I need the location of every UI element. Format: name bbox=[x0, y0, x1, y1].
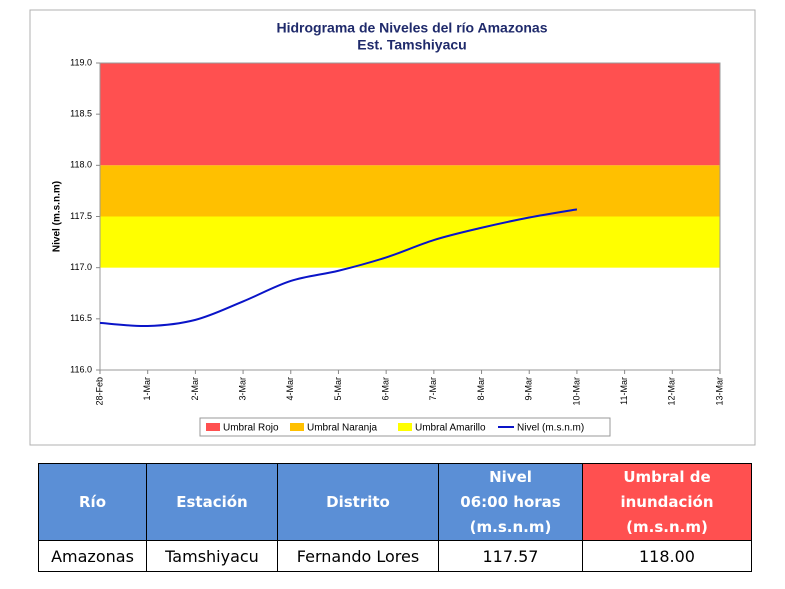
chart-title: Est. Tamshiyacu bbox=[357, 37, 466, 53]
threshold-band bbox=[100, 165, 720, 217]
data-cell: Tamshiyacu bbox=[146, 540, 278, 572]
data-cell: 118.00 bbox=[582, 540, 752, 572]
header-text: Estación bbox=[176, 492, 248, 511]
data-cell: Amazonas bbox=[38, 540, 147, 572]
header-cell: Nivel 06:00 horas (m.s.n.m) bbox=[438, 463, 583, 541]
header-cell: Río bbox=[38, 463, 147, 541]
summary-table: Río Estación Distrito Nivel 06:00 horas (m.s.… bbox=[38, 463, 752, 572]
header-cell: Estación bbox=[146, 463, 278, 541]
data-cell: Fernando Lores bbox=[277, 540, 439, 572]
chart-title: Hidrograma de Niveles del río Amazonas bbox=[276, 20, 547, 36]
legend-label: Umbral Naranja bbox=[307, 423, 377, 434]
data-cell: 117.57 bbox=[438, 540, 583, 572]
threshold-band bbox=[100, 63, 720, 166]
x-tick-label: 28-Feb bbox=[94, 377, 104, 406]
legend-swatch bbox=[398, 423, 412, 431]
y-tick-label: 118.5 bbox=[70, 109, 92, 119]
x-tick-label: 1-Mar bbox=[142, 377, 152, 401]
y-tick-label: 118.0 bbox=[70, 160, 92, 170]
x-tick-label: 4-Mar bbox=[285, 377, 295, 401]
legend-label: Nivel (m.s.n.m) bbox=[517, 423, 584, 434]
x-tick-label: 2-Mar bbox=[190, 377, 200, 401]
legend-swatch bbox=[206, 423, 220, 431]
header-text: inundación bbox=[620, 492, 714, 511]
x-tick-label: 7-Mar bbox=[428, 377, 438, 401]
header-cell: Distrito bbox=[277, 463, 439, 541]
header-row: Río Estación Distrito Nivel 06:00 horas (m.s.… bbox=[38, 463, 752, 541]
y-tick-label: 116.5 bbox=[70, 313, 92, 323]
x-tick-label: 9-Mar bbox=[524, 377, 534, 401]
legend-label: Umbral Amarillo bbox=[415, 423, 486, 434]
level-line bbox=[99, 208, 578, 328]
y-tick-label: 117.0 bbox=[70, 262, 92, 272]
header-text: Nivel bbox=[489, 467, 532, 486]
header-text: Distrito bbox=[326, 492, 390, 511]
x-tick-label: 5-Mar bbox=[333, 377, 343, 401]
y-axis-label: Nivel (m.s.n.m) bbox=[52, 181, 63, 252]
threshold-band bbox=[100, 216, 720, 268]
y-tick-label: 117.5 bbox=[70, 211, 92, 221]
header-text: (m.s.n.m) bbox=[626, 517, 708, 536]
x-tick-label: 13-Mar bbox=[714, 377, 724, 406]
x-tick-label: 3-Mar bbox=[237, 377, 247, 401]
header-text: 06:00 horas bbox=[460, 492, 561, 511]
header-text: (m.s.n.m) bbox=[469, 517, 552, 536]
legend-swatch bbox=[290, 423, 304, 431]
legend-label: Umbral Rojo bbox=[223, 423, 279, 434]
y-tick-label: 119.0 bbox=[70, 57, 92, 67]
y-tick-label: 116.0 bbox=[70, 364, 92, 374]
header-cell: Umbral de inundación (m.s.n.m) bbox=[582, 463, 752, 541]
header-text: Umbral de bbox=[623, 467, 711, 486]
data-row: Amazonas Tamshiyacu Fernando Lores 117.57 11… bbox=[38, 540, 752, 572]
header-text: Río bbox=[79, 492, 106, 511]
x-tick-label: 8-Mar bbox=[476, 377, 486, 401]
chart: Hidrograma de Niveles del río AmazonasEs… bbox=[29, 9, 756, 446]
x-tick-label: 10-Mar bbox=[571, 377, 581, 406]
x-tick-label: 11-Mar bbox=[619, 377, 629, 405]
x-tick-label: 12-Mar bbox=[667, 377, 677, 406]
x-tick-label: 6-Mar bbox=[381, 377, 391, 401]
